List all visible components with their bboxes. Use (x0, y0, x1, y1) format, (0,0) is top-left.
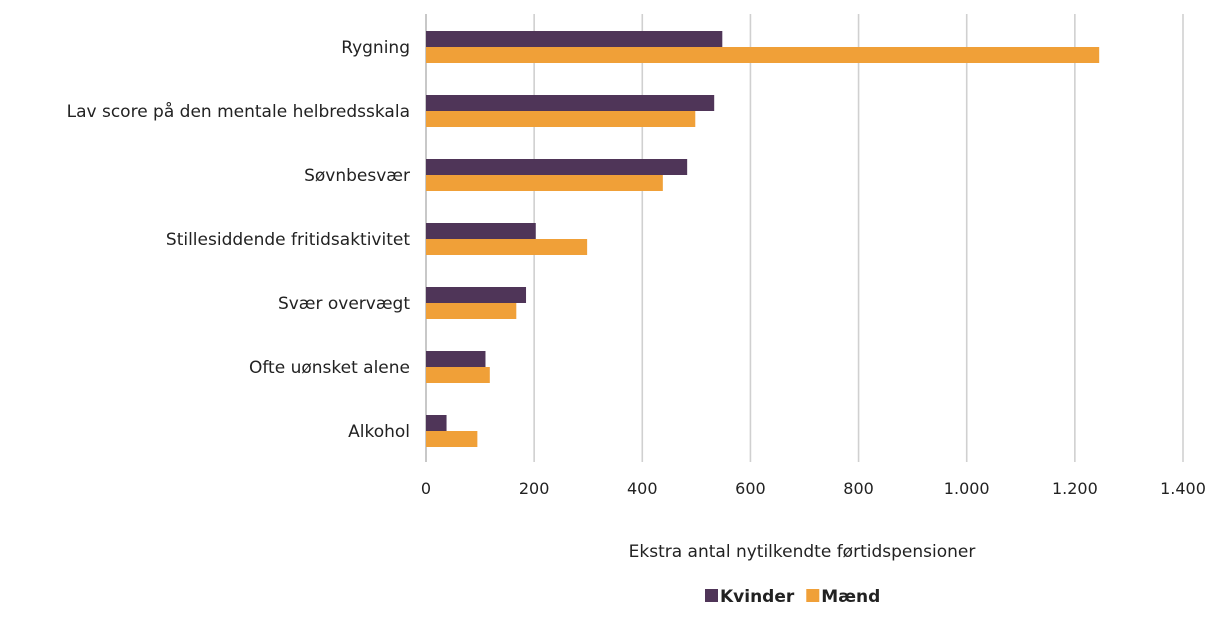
category-labels: Rygning Lav score på den mentale helbreds… (67, 38, 411, 442)
bar-kvinder (426, 351, 486, 367)
category-label: Alkohol (348, 422, 410, 442)
category-label: Svær overvægt (278, 294, 410, 314)
bar-m-nd (426, 367, 490, 383)
bar-kvinder (426, 95, 715, 111)
grid-lines (425, 14, 1184, 462)
bar-m-nd (426, 175, 663, 191)
bar-m-nd (426, 111, 696, 127)
category-label: Søvnbesvær (304, 166, 410, 186)
bar-kvinder (426, 287, 527, 303)
bar-kvinder (426, 415, 447, 431)
bar-m-nd (426, 47, 1100, 63)
bar-kvinder (426, 223, 536, 239)
legend-swatch (806, 589, 820, 602)
category-label: Ofte uønsket alene (249, 358, 410, 378)
x-tick-label: 1.400 (1160, 479, 1206, 498)
x-tick-label: 1.200 (1052, 479, 1098, 498)
x-tick-labels: 0 200 400 600 800 1.000 1.200 1.400 (421, 479, 1206, 498)
legend-swatch (705, 589, 718, 602)
category-label: Lav score på den mentale helbredsskala (67, 101, 410, 122)
legend-label: Mænd (821, 587, 880, 607)
x-tick-label: 400 (627, 479, 658, 498)
bar-kvinder (426, 31, 723, 47)
bar-m-nd (426, 431, 478, 447)
bar-m-nd (426, 239, 588, 255)
x-tick-label: 0 (421, 479, 431, 498)
x-tick-label: 600 (735, 479, 766, 498)
bar-kvinder (426, 159, 688, 175)
x-axis-title: Ekstra antal nytilkendte førtidspensione… (629, 542, 976, 562)
x-tick-label: 200 (519, 479, 550, 498)
x-tick-label: 1.000 (944, 479, 990, 498)
category-label: Rygning (341, 38, 410, 58)
legend: Kvinder Mænd (705, 587, 880, 607)
x-tick-label: 800 (843, 479, 874, 498)
bars (426, 31, 1100, 447)
category-label: Stillesiddende fritidsaktivitet (166, 230, 410, 250)
bar-m-nd (426, 303, 517, 319)
legend-label: Kvinder (720, 587, 795, 607)
